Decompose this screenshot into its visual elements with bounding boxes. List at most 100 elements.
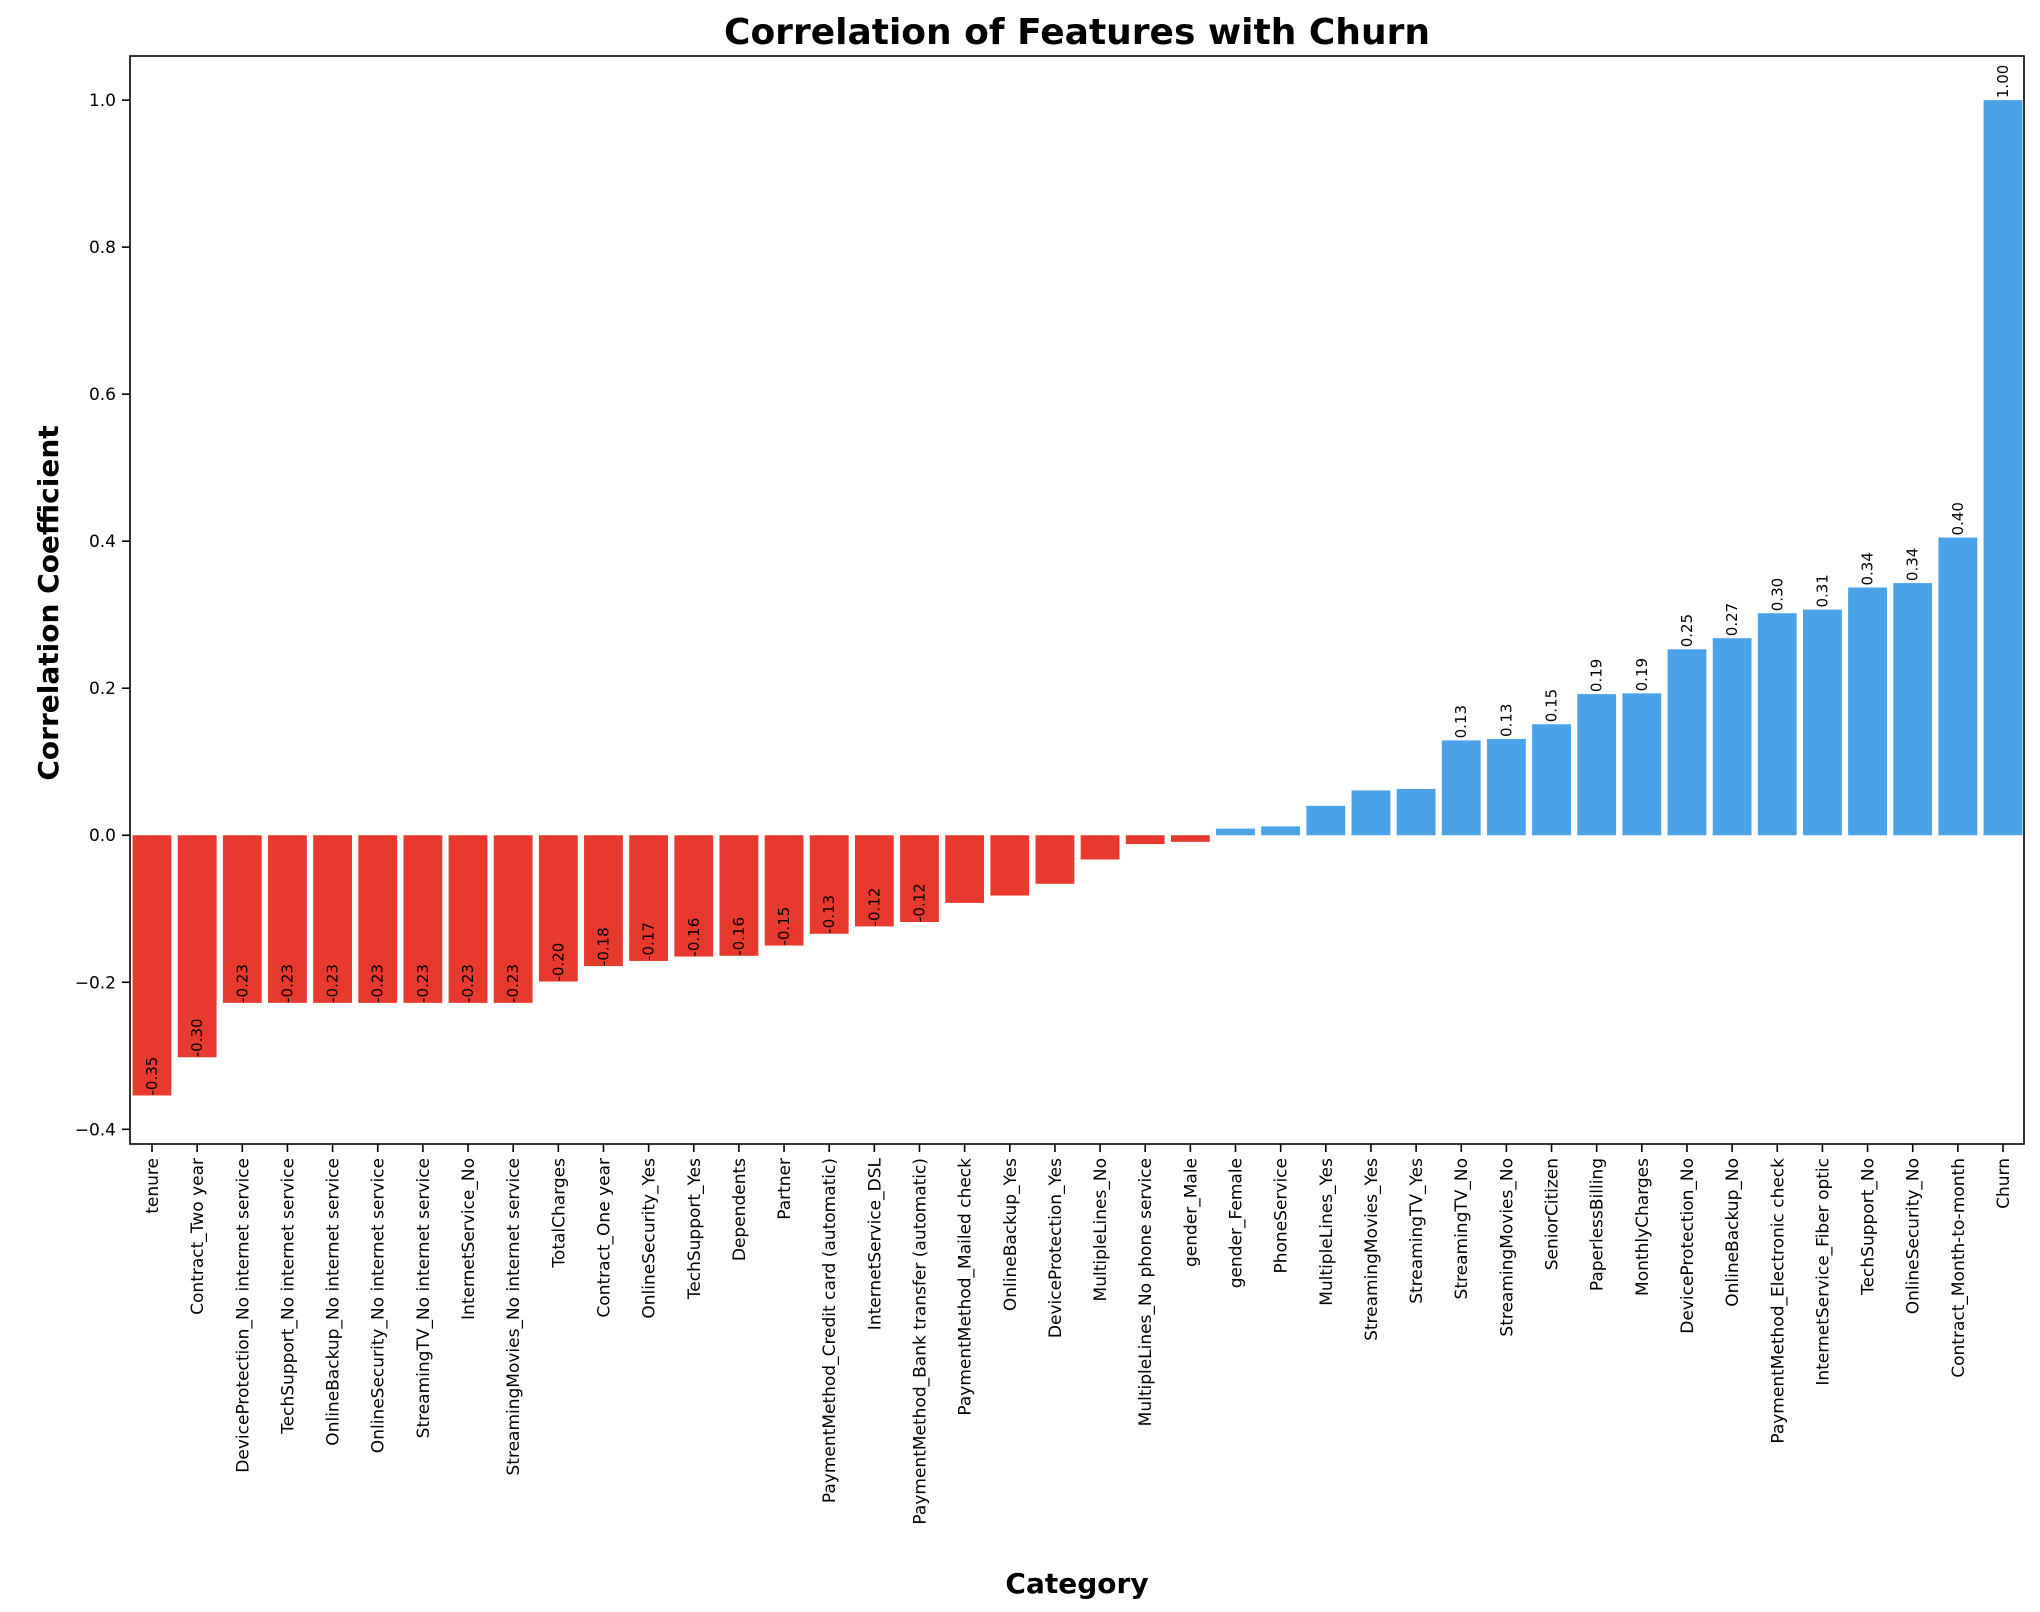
x-axis-label: Category bbox=[1005, 1567, 1148, 1600]
bar bbox=[177, 835, 217, 1058]
x-tick-label: Churn bbox=[1994, 1158, 2014, 1209]
bar bbox=[1261, 826, 1301, 836]
bar-value-label: 0.15 bbox=[1543, 689, 1561, 722]
x-tick-label: OnlineSecurity_No bbox=[1904, 1158, 1924, 1314]
y-tick-label: 0.2 bbox=[89, 679, 116, 699]
bar-value-label: -0.23 bbox=[369, 964, 387, 1003]
bar-value-label: -0.12 bbox=[910, 883, 928, 922]
bar bbox=[132, 835, 172, 1096]
x-tick-label: Contract_Two year bbox=[188, 1158, 208, 1315]
bar-value-label: -0.18 bbox=[594, 927, 612, 966]
bar-value-label: -0.15 bbox=[775, 907, 793, 946]
bar bbox=[1893, 583, 1933, 836]
bar bbox=[990, 835, 1030, 896]
x-tick-label: TechSupport_No internet service bbox=[278, 1158, 298, 1435]
x-tick-label: tenure bbox=[143, 1158, 163, 1214]
bars-group bbox=[132, 100, 2023, 1096]
x-tick-label: DeviceProtection_No bbox=[1678, 1158, 1698, 1334]
x-tick-label: PaymentMethod_Credit card (automatic) bbox=[820, 1158, 840, 1503]
x-tick-label: DeviceProtection_No internet service bbox=[233, 1158, 253, 1473]
bar-value-label: 1.00 bbox=[1994, 65, 2012, 98]
x-axis-ticks: tenure Contract_Two year DeviceProtection_… bbox=[143, 1144, 2014, 1525]
bar bbox=[1306, 805, 1346, 836]
bar-value-label: -0.12 bbox=[865, 888, 883, 927]
bar bbox=[945, 835, 985, 903]
bar bbox=[1803, 609, 1842, 836]
bar-value-label: -0.17 bbox=[640, 922, 658, 961]
bar bbox=[1622, 693, 1662, 836]
y-tick-label: 0.8 bbox=[89, 238, 116, 258]
bar bbox=[358, 835, 398, 1003]
bar-value-label: -0.23 bbox=[233, 964, 251, 1003]
bar-value-label: 0.27 bbox=[1723, 603, 1741, 636]
x-tick-label: gender_Female bbox=[1227, 1158, 1247, 1288]
y-tick-label: −0.4 bbox=[75, 1120, 116, 1140]
bar bbox=[719, 835, 759, 956]
x-tick-label: StreamingTV_No bbox=[1452, 1158, 1472, 1299]
bar bbox=[1712, 638, 1752, 836]
x-tick-label: MultipleLines_No phone service bbox=[1136, 1158, 1156, 1426]
bar-value-label: 0.13 bbox=[1497, 704, 1515, 737]
bar bbox=[538, 835, 578, 982]
x-tick-label: OnlineBackup_Yes bbox=[1001, 1158, 1021, 1311]
bar-value-label: -0.23 bbox=[278, 964, 296, 1003]
bar bbox=[1486, 738, 1526, 836]
bar-value-label: 0.31 bbox=[1813, 574, 1831, 607]
bar-value-label: -0.20 bbox=[549, 943, 567, 982]
x-tick-label: DeviceProtection_Yes bbox=[1046, 1158, 1066, 1338]
x-tick-label: Contract_Month-to-month bbox=[1949, 1158, 1969, 1378]
x-tick-label: StreamingMovies_Yes bbox=[1362, 1158, 1382, 1341]
x-tick-label: MultipleLines_Yes bbox=[1317, 1158, 1337, 1306]
bar bbox=[900, 835, 939, 922]
bar-value-label: -0.23 bbox=[324, 964, 342, 1003]
x-tick-label: StreamingTV_No internet service bbox=[414, 1158, 434, 1438]
bar-value-label: -0.35 bbox=[143, 1057, 161, 1096]
bar-value-labels: -0.35 -0.30 -0.23 -0.23 -0.23 -0.23 -0.23 -0.23… bbox=[143, 65, 2012, 1096]
bar-value-label: 0.19 bbox=[1588, 659, 1606, 692]
x-tick-label: OnlineBackup_No internet service bbox=[324, 1158, 344, 1446]
bar bbox=[1035, 835, 1075, 884]
x-tick-label: TechSupport_No bbox=[1859, 1158, 1879, 1296]
bar-value-label: 0.13 bbox=[1452, 705, 1470, 738]
bar bbox=[268, 835, 307, 1003]
bar-value-label: -0.23 bbox=[504, 964, 522, 1003]
plot-area-frame bbox=[129, 55, 2025, 1145]
x-tick-label: TotalCharges bbox=[549, 1158, 569, 1269]
bar bbox=[1080, 835, 1120, 860]
x-tick-label: InternetService_DSL bbox=[865, 1157, 885, 1330]
x-tick-label: PaymentMethod_Bank transfer (automatic) bbox=[910, 1158, 930, 1525]
bar-value-label: -0.23 bbox=[459, 964, 477, 1003]
y-axis-ticks: 1.0 0.8 0.6 0.4 0.2 0.0 −0.2 −0.4 bbox=[75, 91, 130, 1140]
bar bbox=[1351, 790, 1391, 836]
x-tick-label: OnlineBackup_No bbox=[1723, 1158, 1743, 1307]
x-tick-label: TechSupport_Yes bbox=[685, 1158, 705, 1300]
x-tick-label: PaperlessBilling bbox=[1588, 1158, 1608, 1291]
bar bbox=[1170, 835, 1210, 842]
bar bbox=[764, 835, 804, 946]
x-tick-label: PaymentMethod_Electronic check bbox=[1768, 1158, 1788, 1444]
bar bbox=[1938, 537, 1978, 836]
bar bbox=[313, 835, 352, 1003]
bar-value-label: -0.16 bbox=[685, 918, 703, 957]
bar bbox=[674, 835, 714, 957]
y-tick-label: 1.0 bbox=[89, 91, 116, 111]
bar bbox=[1125, 835, 1165, 845]
y-tick-label: 0.6 bbox=[89, 385, 116, 405]
x-tick-label: MultipleLines_No bbox=[1091, 1158, 1111, 1301]
bar bbox=[222, 835, 262, 1003]
bar bbox=[1396, 788, 1436, 836]
x-tick-label: InternetService_No bbox=[459, 1158, 479, 1320]
x-tick-label: StreamingTV_Yes bbox=[1407, 1158, 1427, 1304]
bar bbox=[629, 835, 669, 961]
bar bbox=[809, 835, 849, 934]
bar bbox=[1848, 587, 1887, 836]
x-tick-label: InternetService_Fiber optic bbox=[1813, 1158, 1833, 1386]
y-tick-label: 0.4 bbox=[89, 532, 116, 552]
bar bbox=[493, 835, 533, 1003]
bar bbox=[448, 835, 488, 1003]
x-tick-label: OnlineSecurity_No internet service bbox=[369, 1158, 389, 1453]
bar bbox=[584, 835, 623, 967]
bar bbox=[1983, 100, 2023, 836]
